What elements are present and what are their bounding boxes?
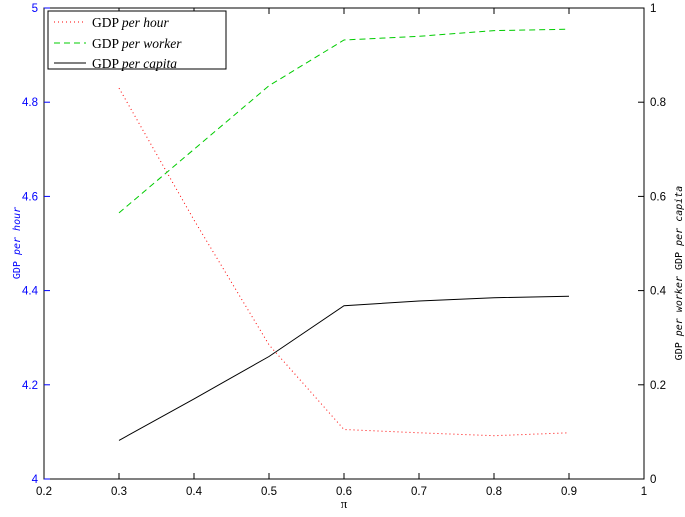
right-tick-label: 1 — [650, 3, 656, 15]
x-tick-label: 0.7 — [411, 486, 427, 498]
x-axis-label: π — [341, 496, 348, 511]
left-tick-label: 4.6 — [22, 191, 38, 203]
x-tick-label: 0.2 — [36, 486, 52, 498]
series-lines — [118, 28, 570, 441]
series-line-per-worker — [118, 28, 570, 214]
legend-box — [47, 10, 227, 70]
x-tick-label: 1 — [641, 486, 647, 498]
right-tick-label: 0.4 — [650, 286, 667, 298]
left-tick-label: 4.8 — [22, 97, 38, 109]
x-tick-label: 0.6 — [336, 486, 352, 498]
plot-area — [43, 7, 645, 480]
legend: GDP per hour GDP per worker GDP per capi… — [47, 10, 227, 71]
x-tick-label: 0.3 — [111, 486, 127, 498]
legend-label-per-capita: GDP per capita — [92, 56, 177, 71]
x-tick-label: 0.9 — [561, 486, 577, 498]
left-axis-label: GDP per hour — [12, 207, 23, 279]
x-tick-label: 0.8 — [486, 486, 502, 498]
x-tick-label: 0.5 — [261, 486, 277, 498]
left-tick-label: 4 — [32, 474, 39, 486]
legend-label-per-worker: GDP per worker — [92, 36, 182, 51]
series-line-per-capita — [118, 295, 570, 441]
axis-ticks: 0.2 0.3 0.4 0.5 0.6 0.7 0.8 0.9 1 4 4.2 4.4 4.6 4.8 5 0… — [22, 3, 667, 498]
left-tick-label: 5 — [32, 3, 38, 15]
right-axis-label: GDP per worker GDP per capita — [674, 186, 685, 361]
right-tick-label: 0 — [650, 474, 656, 486]
left-tick-label: 4.2 — [22, 380, 38, 392]
x-tick-label: 0.4 — [186, 486, 203, 498]
right-tick-label: 0.2 — [650, 380, 666, 392]
right-tick-label: 0.6 — [650, 191, 666, 203]
left-tick-label: 4.4 — [22, 286, 39, 298]
series-line-per-hour — [118, 87, 570, 437]
legend-label-per-hour: GDP per hour — [92, 15, 170, 30]
right-tick-label: 0.8 — [650, 97, 666, 109]
